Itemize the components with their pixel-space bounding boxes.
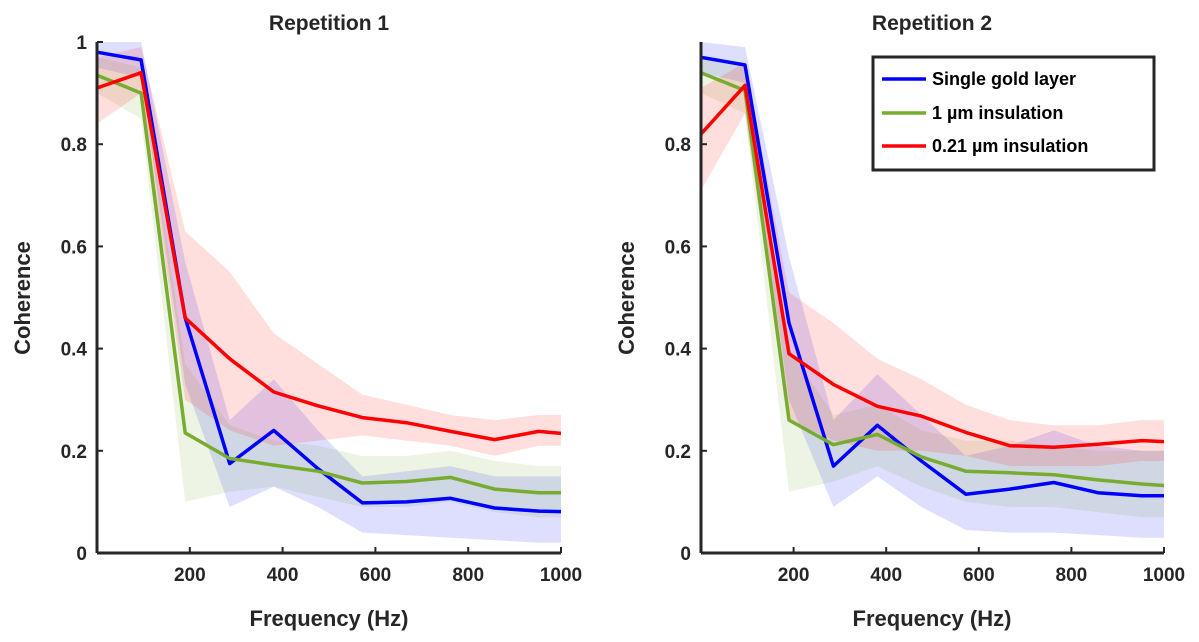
x-tick-label: 1000 [540,565,582,586]
x-axis-label: Frequency (Hz) [250,606,409,631]
x-tick-label: 800 [452,565,484,586]
chart-title: Repetition 2 [872,12,992,35]
series-line-0-21-m-insulation [699,83,1165,449]
confidence-band-0-21-m-insulation [701,62,1164,467]
y-tick-label: 0.4 [61,340,88,361]
y-tick-label: 0.2 [61,442,87,463]
confidence-band-single-gold-layer [97,42,561,543]
x-tick-label: 400 [870,565,902,586]
legend: Single gold layer 1 µm insulation 0.21 µ… [871,55,1156,172]
series-line-1-m-insulation [700,71,1165,488]
chart-panel-repetition-1: 200 400 600 800 1000 0 0.2 0.4 0.6 0.8 1 Repetiti… [10,12,582,631]
y-tick-label: 0.6 [665,237,691,258]
x-tick-label: 800 [1056,565,1088,586]
x-tick-label: 400 [267,565,299,586]
y-tick-label: 0.8 [665,135,691,156]
y-tick-label: 0.2 [665,442,691,463]
y-tick-label: 0.6 [61,237,87,258]
x-tick-label: 1000 [1143,565,1185,586]
y-tick-label: 0 [680,544,691,565]
x-tick-label: 600 [963,565,995,586]
x-axis-label: Frequency (Hz) [853,606,1012,631]
x-tick-label: 200 [778,565,810,586]
x-tick-label: 200 [174,565,206,586]
confidence-band-1-m-insulation [701,57,1164,518]
series-line-1-m-insulation [96,73,561,495]
legend-label-single-gold-layer: Single gold layer [932,69,1076,89]
series-line-0-21-m-insulation [96,70,562,442]
x-tick-label: 600 [360,565,392,586]
y-tick-label: 0.8 [61,135,87,156]
y-tick-label: 1 [76,33,87,54]
y-tick-label: 0 [76,544,87,565]
series-line-single-gold-layer [700,55,1164,498]
legend-label-1um-insulation: 1 µm insulation [932,103,1063,123]
chart-title: Repetition 1 [269,12,389,35]
chart-panel-repetition-2: 200 400 600 800 1000 0 0.2 0.4 0.6 0.8 Repetitio… [614,12,1185,631]
y-axis-label: Coherence [614,241,639,355]
confidence-band-0-21-m-insulation [97,47,561,456]
y-tick-label: 0.4 [665,340,692,361]
y-axis-label: Coherence [10,241,35,355]
legend-label-021um-insulation: 0.21 µm insulation [932,136,1088,156]
